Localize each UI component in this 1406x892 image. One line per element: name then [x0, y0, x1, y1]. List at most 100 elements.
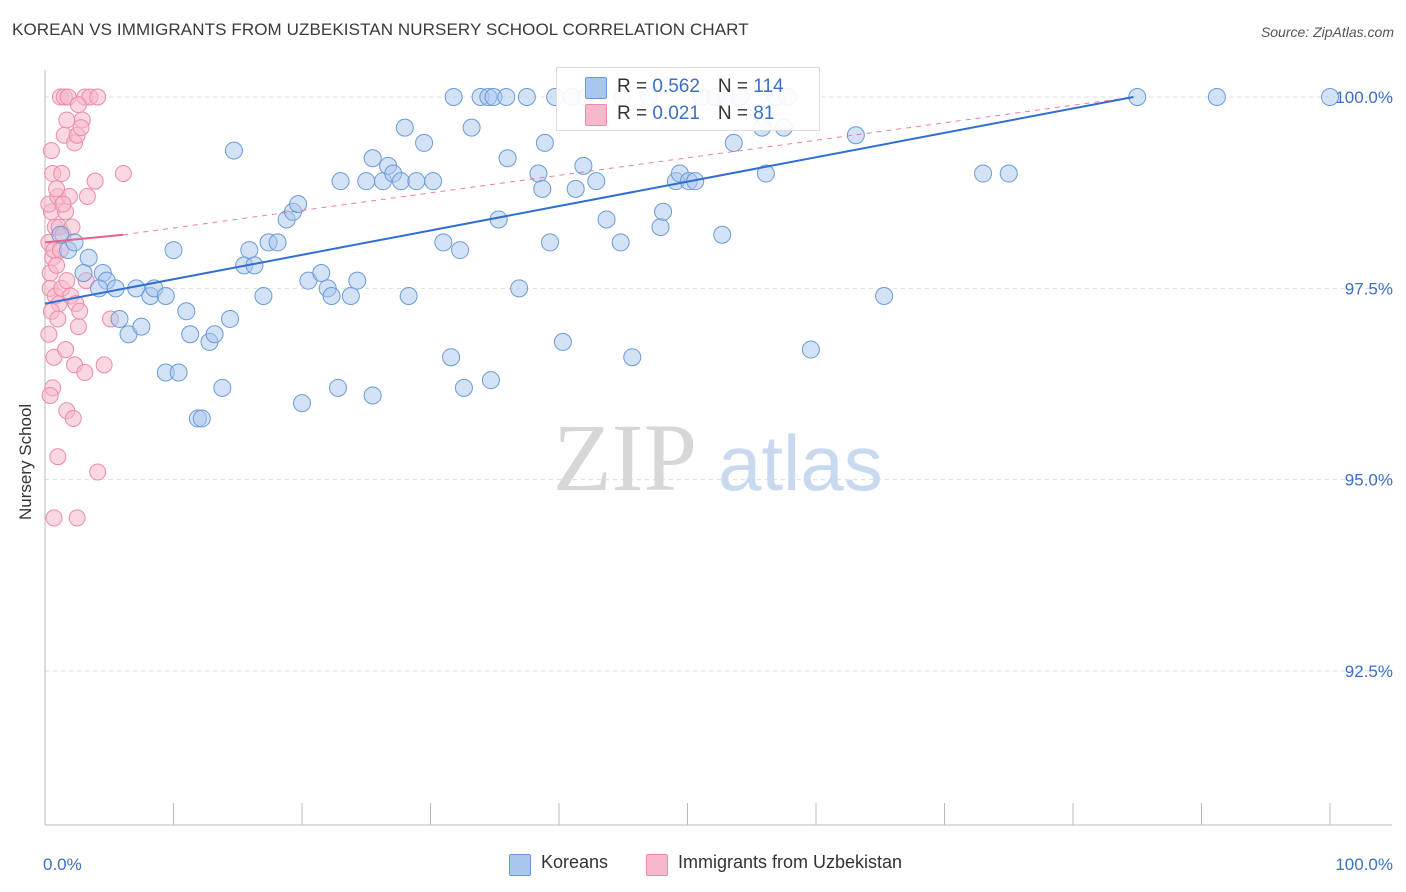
korean-point: [293, 394, 311, 413]
uzbek-point: [40, 325, 58, 343]
korean-point: [434, 233, 453, 252]
uzbek-n-value: 81: [753, 103, 775, 124]
korean-point: [164, 241, 183, 260]
korean-point: [51, 225, 70, 244]
uzbek-stats: R = 0.021 N = 81: [617, 103, 774, 125]
korean-point: [974, 164, 993, 183]
koreans-r-value: 0.562: [652, 76, 700, 97]
korean-point: [454, 378, 473, 397]
korean-point: [289, 195, 308, 214]
uzbek-point: [68, 509, 86, 527]
uzbek-swatch: [585, 104, 607, 126]
y-tick-label: 92.5%: [1345, 662, 1393, 681]
korean-point: [451, 241, 470, 260]
korean-points: [51, 88, 1339, 428]
korean-point: [517, 88, 536, 106]
uzbek-point: [86, 172, 104, 190]
korean-point: [132, 317, 151, 336]
uzbek-point: [41, 386, 59, 404]
korean-point: [65, 233, 84, 252]
korean-point: [497, 88, 516, 106]
gridlines: [45, 96, 1392, 672]
uzbek-point: [58, 272, 76, 290]
korean-point: [213, 378, 232, 397]
korean-point: [875, 286, 894, 305]
korean-point: [74, 264, 93, 283]
korean-point: [395, 118, 414, 137]
korean-point: [391, 172, 410, 191]
korean-point: [801, 340, 820, 359]
stats-legend: R = 0.562 N = 114 R = 0.021 N = 81: [556, 67, 820, 131]
y-tick-label: 97.5%: [1345, 279, 1393, 298]
uzbek-point: [48, 256, 66, 274]
korean-point: [1321, 88, 1339, 106]
korean-point: [541, 233, 560, 252]
korean-point: [756, 164, 775, 183]
uzbek-point: [49, 448, 67, 466]
koreans-legend-label: Koreans: [541, 852, 609, 872]
uzbek-trend-line: [44, 233, 124, 244]
korean-point: [407, 172, 426, 191]
korean-point: [651, 218, 670, 237]
korean-point: [79, 248, 98, 267]
trend-lines: [44, 96, 1134, 305]
watermark-atlas: atlas: [718, 419, 883, 507]
chart-title: KOREAN VS IMMIGRANTS FROM UZBEKISTAN NUR…: [12, 20, 749, 39]
koreans-legend-swatch: [509, 854, 531, 876]
uzbek-point: [57, 341, 75, 359]
korean-point: [553, 332, 572, 351]
korean-point: [331, 172, 350, 191]
uzbek-points: [40, 88, 132, 527]
koreans-stats: R = 0.562 N = 114: [617, 76, 784, 98]
korean-point: [442, 348, 461, 367]
koreans-swatch: [585, 77, 607, 99]
uzbek-point: [54, 195, 72, 213]
korean-point: [1207, 88, 1226, 106]
uzbek-point: [69, 96, 87, 114]
korean-point: [268, 233, 287, 252]
x-tick-label: 100.0%: [1335, 855, 1393, 874]
uzbek-r-value: 0.021: [652, 103, 700, 124]
korean-point: [415, 133, 434, 152]
koreans-n-value: 114: [753, 76, 784, 97]
x-tick-label: 0.0%: [43, 855, 82, 874]
uzbek-point: [49, 310, 67, 328]
korean-point: [254, 286, 273, 305]
korean-point: [399, 286, 418, 305]
korean-point: [169, 363, 188, 382]
korean-point: [566, 179, 585, 198]
korean-point: [424, 172, 443, 191]
korean-point: [529, 164, 548, 183]
uzbek-point: [114, 165, 132, 183]
uzbek-point: [69, 318, 87, 336]
korean-point: [357, 172, 376, 191]
y-tick-label: 100.0%: [1335, 88, 1393, 107]
korean-point: [192, 409, 211, 428]
korean-point: [587, 172, 606, 191]
source-label: Source: ZipAtlas.com: [1260, 24, 1394, 40]
korean-point: [240, 241, 259, 260]
korean-trend-line: [44, 96, 1134, 305]
uzbek-point: [64, 409, 82, 427]
series-legend: Koreans Immigrants from Uzbekistan: [0, 852, 1406, 876]
korean-point: [846, 126, 865, 145]
korean-point: [328, 378, 347, 397]
korean-point: [724, 133, 743, 152]
koreans-n-label: N =: [717, 76, 754, 97]
uzbek-point: [45, 509, 63, 527]
y-axis-label: Nursery School: [16, 403, 35, 520]
watermark-zip: ZIP: [553, 404, 697, 511]
korean-point: [110, 309, 129, 328]
uzbek-point: [89, 463, 107, 481]
tick-labels: 92.5% 95.0% 97.5% 100.0% 0.0% 100.0%: [43, 88, 1393, 874]
korean-point: [535, 133, 554, 152]
korean-point: [533, 179, 552, 198]
watermark: ZIP atlas: [553, 404, 883, 511]
uzbek-point: [42, 142, 60, 160]
korean-point: [363, 386, 382, 405]
korean-point: [348, 271, 367, 290]
axes: [44, 70, 1392, 826]
korean-point: [462, 118, 481, 137]
korean-point: [623, 348, 642, 367]
